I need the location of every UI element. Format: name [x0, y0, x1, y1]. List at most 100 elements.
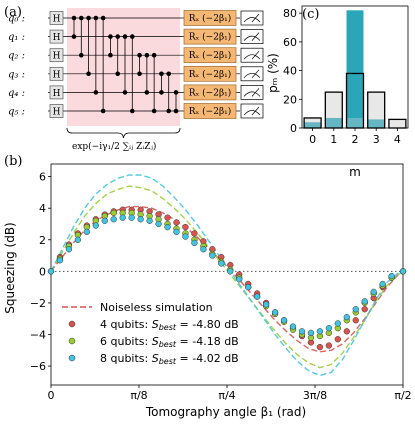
zz-control-dot — [129, 108, 135, 114]
zz-control-dot — [144, 52, 150, 58]
meter-needle — [251, 88, 260, 97]
data-point-8-qubits — [164, 223, 171, 231]
hadamard-gate-label: H — [53, 52, 61, 62]
bar — [346, 10, 364, 128]
data-point-8-qubits — [307, 329, 315, 337]
zz-control-dot — [122, 90, 128, 95]
rx-gate — [183, 28, 237, 45]
data-point-4-qubits — [343, 328, 350, 335]
data-point-8-qubits — [343, 313, 350, 321]
meter-arc — [243, 110, 261, 116]
rx-gate — [183, 65, 237, 82]
zz-control-dot — [78, 15, 84, 21]
data-point-8-qubits — [101, 217, 108, 224]
data-point-8-qubits — [47, 268, 55, 275]
data-point-8-qubits — [361, 298, 368, 305]
data-point-8-qubits — [200, 246, 207, 253]
qubit-label: q₀ : — [8, 14, 25, 25]
data-point-8-qubits — [146, 217, 153, 224]
data-point-8-qubits — [137, 216, 144, 223]
bar-chart-ytick-label: 40 — [283, 65, 297, 78]
zz-control-dot — [108, 52, 113, 58]
measurement-meter-icon — [240, 47, 264, 63]
squeezing-chart-ytick-label: 0 — [39, 265, 46, 278]
legend-label-value: = -4.02 dB — [176, 352, 239, 365]
bars — [303, 10, 407, 129]
data-point-8-qubits — [128, 214, 135, 221]
squeezing-chart-ytick-label: −6 — [30, 360, 46, 373]
data-point-8-qubits — [191, 239, 198, 247]
squeezing-chart-ytick-label: −4 — [30, 328, 46, 341]
zz-control-dot — [71, 15, 77, 21]
meter-frame — [240, 103, 264, 119]
hadamard-gate — [49, 29, 64, 44]
squeezing-chart-ylabel: Squeezing (dB) — [3, 222, 17, 314]
legend-label-subscript: best — [159, 340, 177, 349]
qubit-label: q₂ : — [8, 51, 25, 62]
data-point-8-qubits — [254, 293, 261, 300]
data-point-8-qubits — [182, 233, 189, 240]
bar-outline-fill — [367, 92, 385, 128]
data-point-8-qubits — [236, 276, 243, 283]
zz-control-dot — [93, 15, 99, 21]
zz-control-dot — [86, 71, 91, 77]
bar-chart-panel: (c) 0 20 40 60 80 0 1 2 3 4 m pₘ (%) — [266, 5, 409, 179]
meter-needle — [251, 106, 260, 116]
data-point-4-qubits — [361, 306, 368, 313]
bar-outline-fill — [388, 119, 406, 128]
brace — [66, 127, 181, 139]
hadamard-gate-label: H — [53, 89, 61, 99]
data-point-8-qubits — [218, 260, 225, 267]
zz-control-dot — [93, 90, 99, 95]
hadamard-gate-label: H — [53, 33, 61, 43]
legend-label-symbol: S — [152, 352, 159, 365]
measured-points — [47, 206, 407, 351]
bar-chart-xtick-label: 0 — [309, 133, 316, 146]
squeezing-chart-panel: (b) −6 −4 −2 0 2 4 6 0 π/8 π/4 3π/8 π/2 Noiseless s… — [3, 154, 412, 419]
panel-label-b: (b) — [4, 154, 22, 169]
zz-control-dot — [137, 71, 142, 77]
legend-label-simulation: Noiseless simulation — [100, 301, 213, 314]
data-point-8-qubits — [316, 328, 324, 335]
zz-control-dot — [159, 71, 164, 77]
data-point-8-qubits — [289, 323, 297, 330]
squeezing-chart-xtick-label: π/2 — [394, 389, 411, 402]
hadamard-gate-label: H — [53, 15, 61, 25]
bar-chart-xlabel: m — [349, 165, 361, 179]
bar — [346, 117, 364, 128]
rx-gates: Rₓ (−2β₁) Rₓ (−2β₁) Rₓ (−2β₁) Rₓ (−2β₁) Rₓ (… — [183, 10, 237, 119]
data-point-4-qubits — [316, 343, 324, 351]
brace-expression: exp(−iγ₁/2 ∑ᵢⱼ ZᵢZⱼ) — [72, 141, 156, 152]
hadamard-gate-label: H — [53, 108, 61, 118]
measurement-meter-icon — [240, 103, 264, 119]
legend-label-symbol: S — [152, 335, 159, 348]
panel-label-c: (c) — [302, 7, 319, 22]
data-point-8-qubits — [334, 320, 341, 327]
meter-frame — [240, 47, 264, 63]
data-point-8-qubits — [262, 301, 270, 308]
zz-control-dot — [129, 34, 135, 39]
rx-gate-label: Rₓ (−2β₁) — [189, 13, 232, 24]
data-point-8-qubits — [173, 228, 180, 236]
legend-marker — [68, 354, 76, 362]
zz-control-dot — [166, 71, 172, 77]
bar-chart-ylabel: pₘ (%) — [266, 53, 280, 93]
rx-gate — [183, 47, 237, 64]
rx-gate-label: Rₓ (−2β₁) — [189, 106, 232, 117]
legend-marker — [68, 337, 76, 345]
bar-chart-ytick-label: 60 — [283, 36, 297, 49]
legend-label: 4 qubits: Sbest = -4.80 dB — [100, 318, 239, 332]
data-point-6-qubits — [110, 209, 117, 217]
data-point-8-qubits — [227, 268, 234, 275]
legend-label: 8 qubits: Sbest = -4.02 dB — [100, 352, 239, 366]
hadamard-gate — [49, 85, 64, 100]
panel-label-a: (a) — [4, 5, 22, 20]
bar-outline — [388, 118, 407, 129]
data-point-8-qubits — [155, 220, 162, 228]
data-point-8-qubits — [65, 246, 73, 253]
squeezing-chart-xtick-label: 0 — [48, 389, 55, 402]
legend-label-subscript: best — [159, 323, 177, 332]
bar-chart-ytick-label: 0 — [290, 122, 297, 135]
meter-needle — [251, 32, 260, 41]
